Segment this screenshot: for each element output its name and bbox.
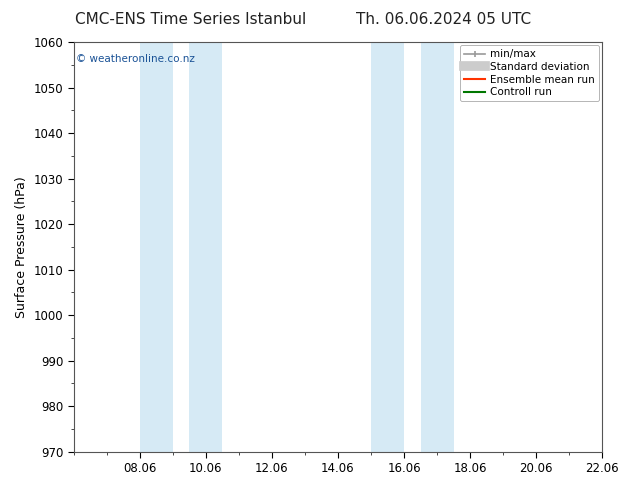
Bar: [190, 42, 223, 452]
Bar: [420, 42, 453, 452]
Legend: min/max, Standard deviation, Ensemble mean run, Controll run: min/max, Standard deviation, Ensemble me…: [460, 45, 599, 101]
Text: Th. 06.06.2024 05 UTC: Th. 06.06.2024 05 UTC: [356, 12, 531, 27]
Text: © weatheronline.co.nz: © weatheronline.co.nz: [76, 54, 195, 64]
Bar: [139, 42, 173, 452]
Text: CMC-ENS Time Series Istanbul: CMC-ENS Time Series Istanbul: [75, 12, 306, 27]
Bar: [371, 42, 404, 452]
Y-axis label: Surface Pressure (hPa): Surface Pressure (hPa): [15, 176, 28, 318]
